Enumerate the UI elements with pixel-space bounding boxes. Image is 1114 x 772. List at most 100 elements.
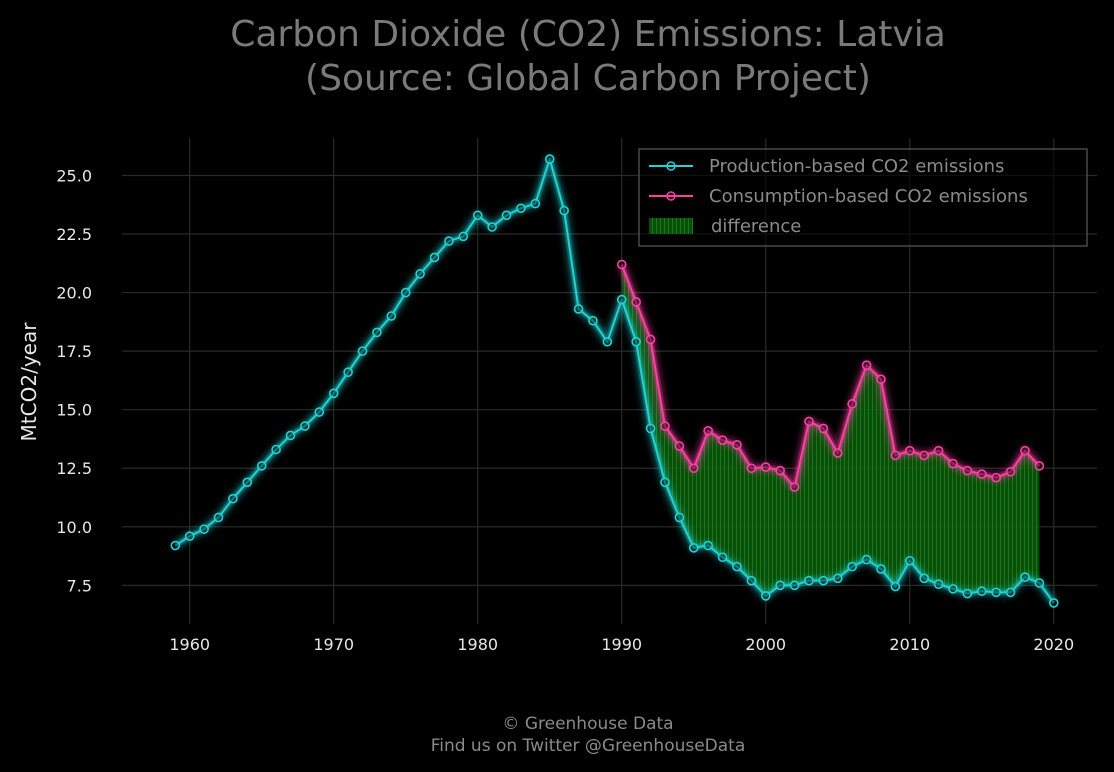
consumption-point	[948, 458, 958, 469]
legend-difference-swatch	[649, 218, 693, 234]
chart-title-line-1: Carbon Dioxide (CO2) Emissions: Latvia	[230, 14, 946, 55]
production-point	[573, 304, 584, 314]
x-tick-label: 1990	[601, 635, 642, 654]
production-point	[991, 587, 1001, 598]
production-series	[170, 154, 1059, 608]
x-tick-label: 1970	[313, 635, 354, 654]
consumption-point	[832, 448, 843, 458]
production-point	[602, 336, 613, 347]
production-point	[616, 294, 627, 305]
production-point	[962, 588, 973, 599]
production-point	[372, 327, 382, 338]
production-point	[688, 543, 699, 553]
consumption-point	[760, 462, 771, 472]
consumption-point	[660, 421, 670, 431]
production-point	[832, 573, 843, 584]
y-tick-label: 12.5	[56, 459, 92, 478]
production-point	[170, 540, 181, 551]
production-point	[876, 564, 886, 574]
consumption-point	[804, 416, 814, 427]
production-point	[1020, 572, 1030, 582]
consumption-point	[645, 334, 656, 345]
production-point	[357, 346, 368, 356]
y-tick-label: 17.5	[56, 342, 92, 361]
production-point	[271, 444, 281, 455]
consumption-point	[876, 374, 886, 385]
production-point	[487, 222, 497, 232]
legend-difference-label: difference	[711, 216, 801, 237]
production-point	[1048, 598, 1059, 608]
y-axis-label: MtCO2/year	[17, 322, 41, 442]
production-point	[429, 252, 440, 263]
production-point	[703, 540, 713, 551]
consumption-point	[717, 435, 728, 445]
production-point	[516, 203, 526, 214]
production-point	[775, 580, 785, 591]
legend-consumption-label: Consumption-based CO2 emissions	[709, 186, 1028, 207]
consumption-point	[789, 482, 800, 492]
legend-consumption-marker	[666, 191, 676, 201]
production-point	[588, 315, 598, 326]
x-tick-label: 1960	[169, 635, 210, 654]
difference-fill	[621, 264, 1040, 596]
production-point	[674, 512, 685, 523]
consumption-point	[1034, 461, 1045, 471]
production-point	[631, 336, 641, 347]
legend-production-label: Production-based CO2 emissions	[709, 156, 1004, 177]
consumption-point	[962, 465, 973, 476]
production-point	[559, 205, 569, 216]
legend-production-marker	[666, 161, 676, 171]
production-point	[717, 552, 728, 563]
consumption-point	[976, 469, 987, 479]
production-point	[458, 231, 469, 242]
consumption-point	[631, 297, 641, 307]
production-point	[818, 575, 829, 586]
legend: Production-based CO2 emissions Consumpti…	[638, 148, 1088, 247]
production-point	[890, 581, 901, 592]
consumption-point	[703, 425, 713, 436]
consumption-series	[616, 259, 1045, 492]
production-point	[732, 561, 742, 572]
consumption-point	[919, 450, 929, 461]
consumption-point	[674, 441, 685, 451]
chart-title-line-2: (Source: Global Carbon Project)	[305, 58, 871, 99]
production-point	[645, 423, 656, 434]
production-point	[199, 524, 209, 534]
production-point	[530, 198, 541, 209]
production-point	[1005, 587, 1016, 598]
production-point	[285, 430, 296, 441]
production-point	[400, 287, 411, 298]
production-point	[948, 584, 958, 594]
production-point	[386, 311, 397, 321]
consumption-point	[890, 450, 901, 461]
consumption-point	[991, 472, 1001, 483]
production-point	[184, 531, 195, 541]
consumption-point	[818, 423, 829, 434]
consumption-point	[732, 440, 742, 450]
consumption-point	[933, 445, 944, 456]
production-point	[933, 579, 944, 589]
consumption-point	[616, 259, 627, 270]
production-point	[213, 512, 224, 523]
production-point	[789, 580, 800, 591]
production-point	[444, 236, 454, 246]
x-tick-label: 1980	[457, 635, 498, 654]
production-point	[847, 561, 857, 572]
production-point	[328, 388, 339, 399]
consumption-point	[904, 445, 915, 456]
production-point	[544, 154, 555, 164]
y-tick-label: 10.0	[56, 518, 92, 537]
production-point	[472, 210, 483, 221]
production-point	[746, 575, 757, 586]
y-tick-label: 25.0	[56, 166, 92, 185]
production-point	[660, 477, 670, 488]
production-point	[256, 461, 267, 471]
difference-area	[621, 264, 1040, 596]
production-point	[976, 586, 987, 597]
production-point	[760, 591, 771, 601]
production-point	[861, 554, 872, 565]
y-tick-label: 7.5	[67, 576, 92, 595]
y-tick-label: 15.0	[56, 401, 92, 420]
consumption-point	[847, 399, 857, 409]
